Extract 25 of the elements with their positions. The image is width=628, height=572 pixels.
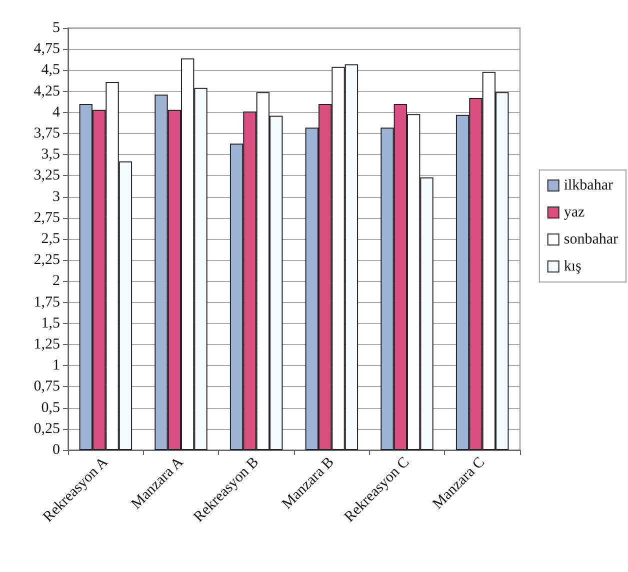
y-tick-label: 0,25 bbox=[34, 420, 60, 437]
y-tick-label: 2,75 bbox=[34, 210, 60, 226]
y-tick-label: 3,5 bbox=[41, 146, 60, 163]
y-tick-label: 4,75 bbox=[34, 41, 60, 58]
y-tick-label: 4 bbox=[52, 104, 60, 120]
legend-label: ilkbahar bbox=[564, 178, 614, 194]
y-tick-label: 4,25 bbox=[34, 83, 60, 100]
legend-label: yaz bbox=[564, 204, 586, 220]
y-tick-label: 3,75 bbox=[34, 126, 60, 142]
y-tick-label: 2,5 bbox=[41, 231, 60, 247]
y-tick-label: 1,5 bbox=[41, 315, 60, 332]
y-tick-label: 4,5 bbox=[41, 62, 60, 78]
y-tick-label: 1,25 bbox=[34, 336, 60, 352]
legend-label: sonbahar bbox=[564, 232, 618, 248]
y-tick-label: 2,25 bbox=[34, 252, 60, 268]
y-tick-label: 0,75 bbox=[34, 378, 60, 395]
y-tick-label: 2 bbox=[52, 273, 60, 290]
y-tick-label: 0 bbox=[52, 442, 60, 458]
y-tick-label: 1 bbox=[52, 358, 60, 374]
legend-label: kış bbox=[564, 258, 582, 274]
y-tick-label: 1,75 bbox=[34, 294, 60, 310]
y-tick-label: 3,25 bbox=[34, 168, 60, 184]
y-tick-label: 0,5 bbox=[41, 400, 60, 416]
y-tick-label: 5 bbox=[52, 20, 60, 36]
y-tick-label: 3 bbox=[52, 188, 60, 205]
